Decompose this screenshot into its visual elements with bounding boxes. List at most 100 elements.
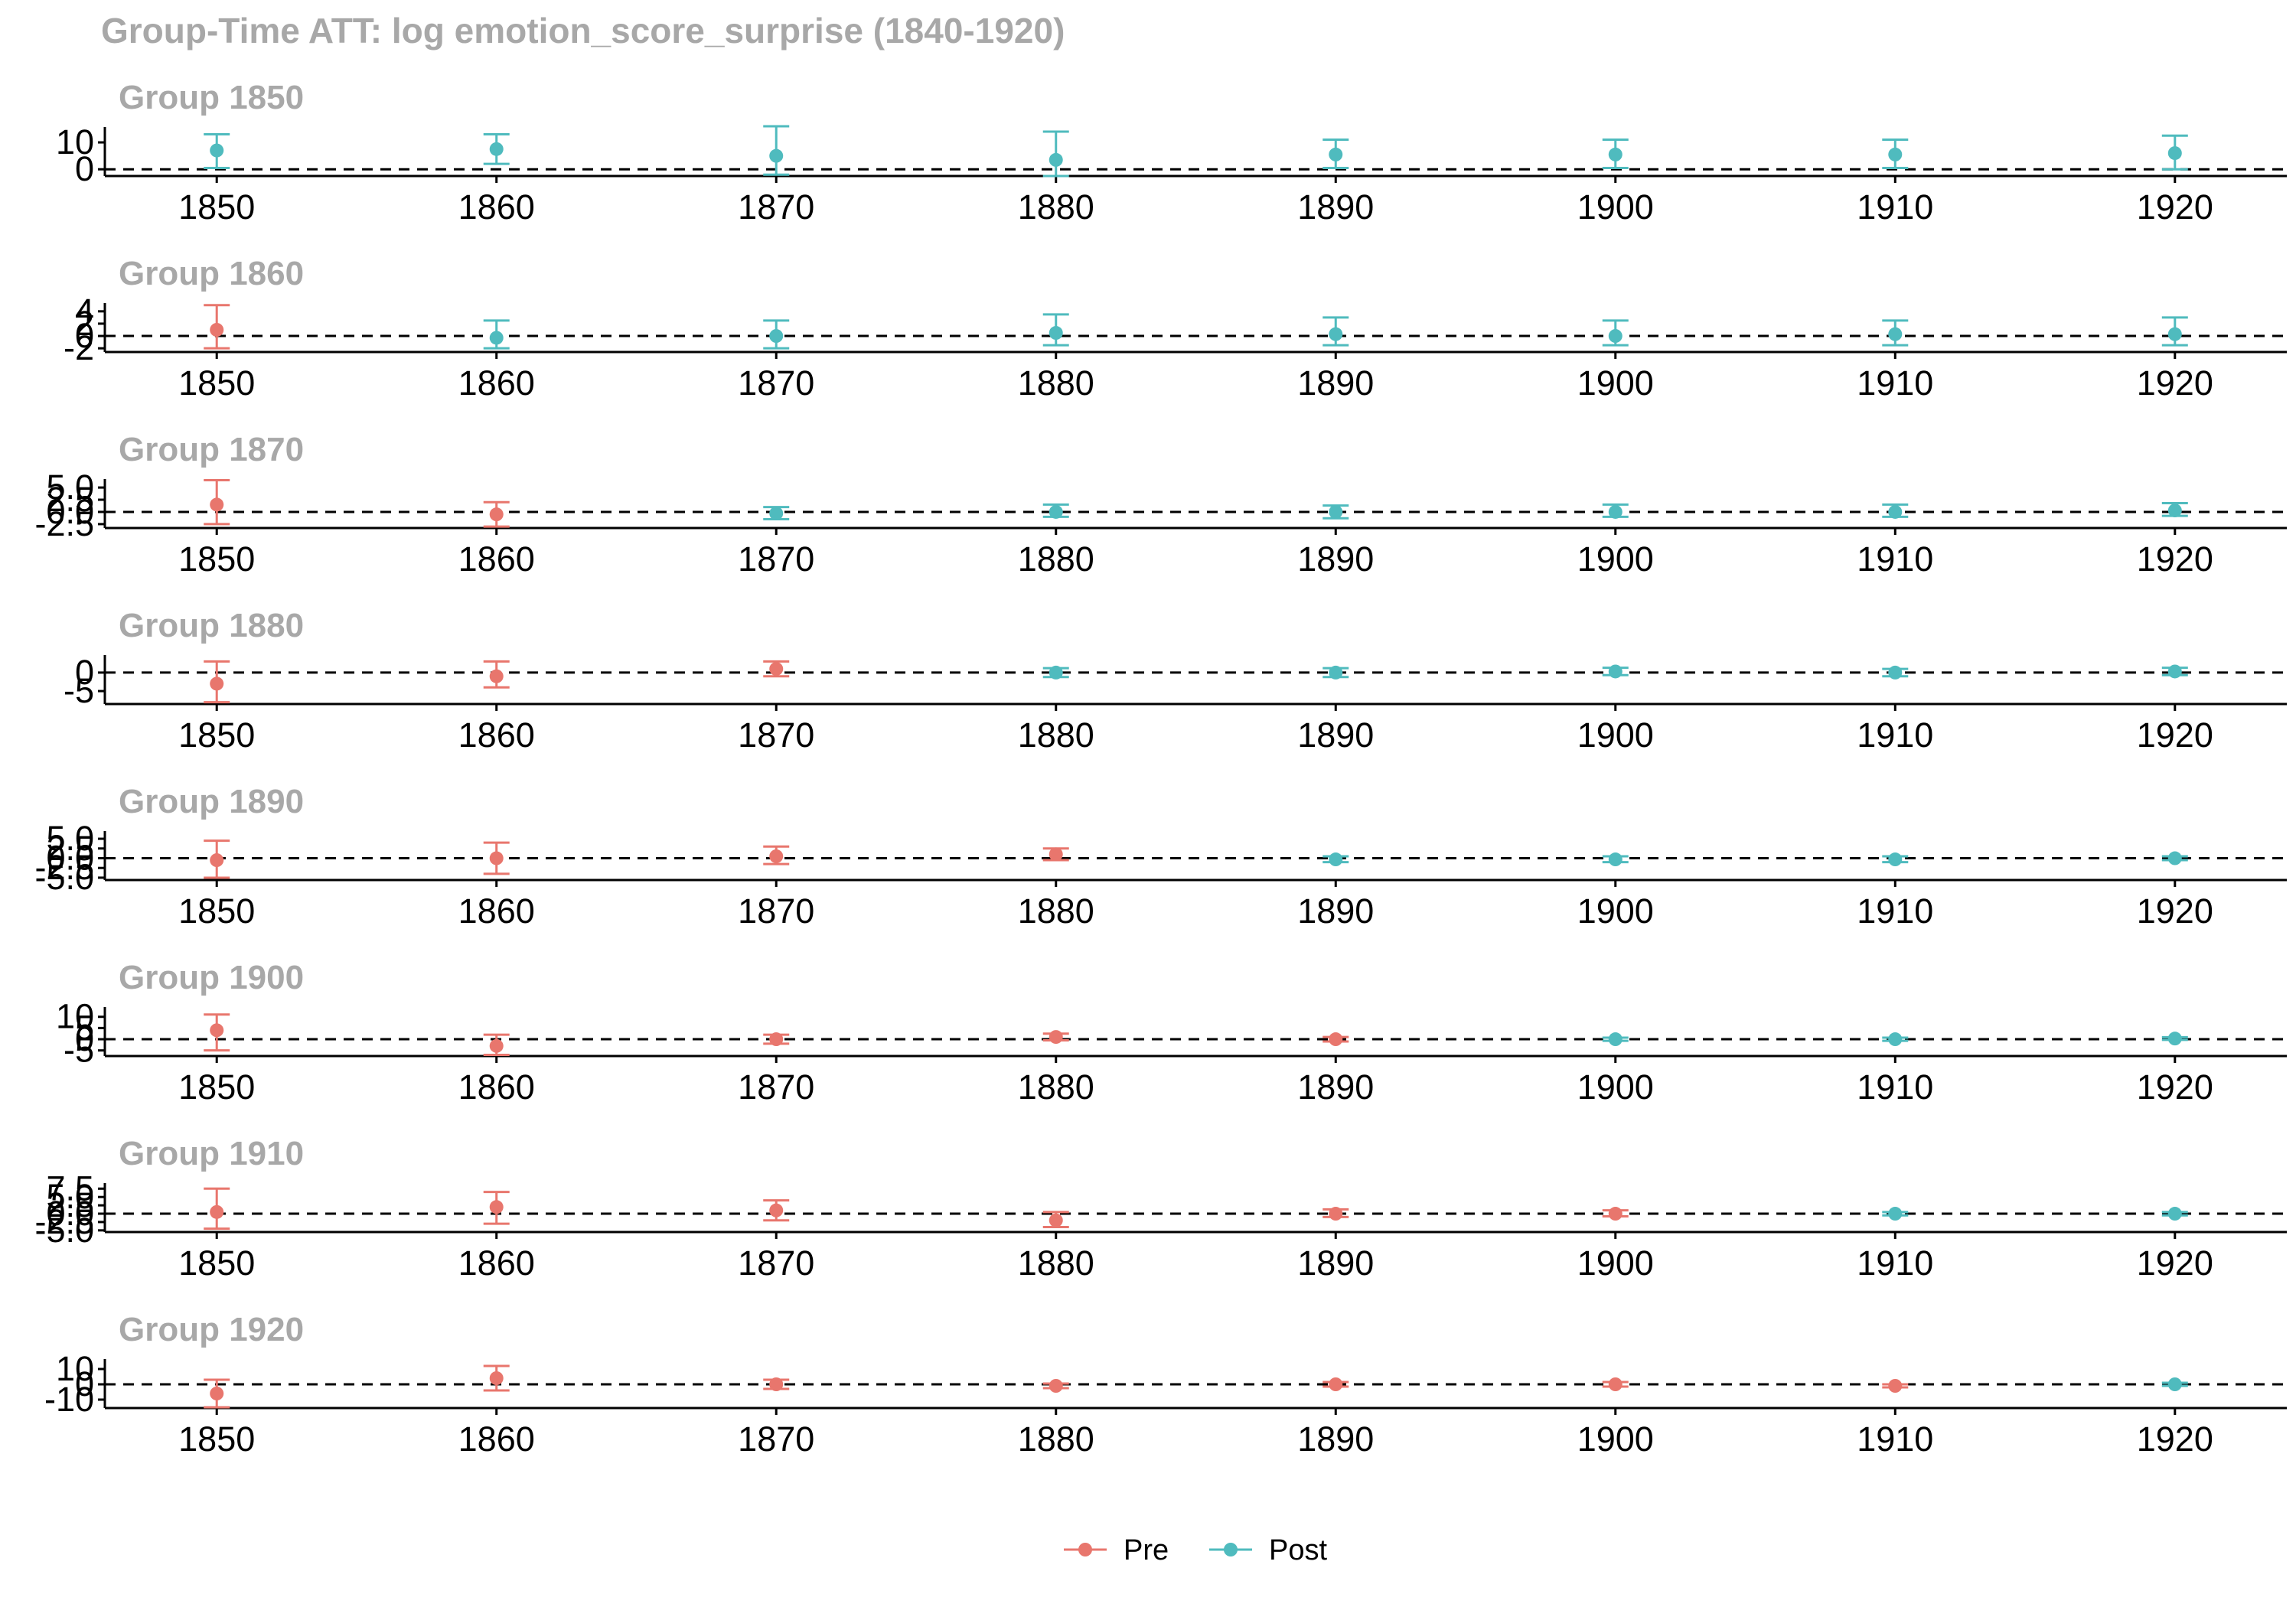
estimate-1900 [1602,503,1629,519]
att-point [1608,329,1623,344]
panel-title: Group 1890 [119,783,304,820]
panel-title: Group 1920 [119,1311,304,1348]
estimate-1850 [204,304,230,350]
att-point [1888,1379,1903,1393]
estimate-1850 [204,133,230,169]
att-point [1329,327,1343,341]
x-tick-label: 1890 [1297,363,1374,403]
estimate-1900 [1602,1377,1629,1391]
estimate-1890 [1322,852,1349,867]
x-tick-label: 1880 [1018,892,1094,931]
att-point [1888,327,1903,341]
estimate-1860 [483,1364,510,1392]
estimate-1860 [483,1033,510,1057]
x-tick-label: 1920 [2137,539,2213,579]
x-tick-label: 1850 [178,363,255,403]
legend-label: Post [1269,1534,1327,1566]
estimate-1860 [483,1191,510,1225]
y-tick-label: 0 [75,653,94,692]
estimate-1890 [1322,504,1349,520]
estimate-1880 [1042,1030,1069,1045]
panel-title: Group 1860 [119,255,304,292]
estimate-1890 [1322,1032,1349,1047]
x-tick-label: 1910 [1857,1068,1933,1107]
estimate-1910 [1882,503,1909,519]
att-point [1049,152,1063,167]
y-tick-label: -5 [64,671,94,710]
y-tick-label: 5.0 [46,468,94,507]
att-point [489,1371,504,1385]
estimate-1850 [204,1378,230,1409]
att-point [2167,1032,2182,1046]
x-tick-label: 1880 [1018,1244,1094,1283]
estimate-1880 [1042,313,1069,347]
att-point [769,148,784,163]
estimate-1870 [763,660,790,678]
att-point [210,323,224,337]
att-point [1608,1207,1623,1221]
att-point [1049,1379,1063,1393]
x-tick-label: 1860 [458,1420,535,1459]
x-tick-label: 1860 [458,1068,535,1107]
x-tick-label: 1900 [1577,1244,1654,1283]
x-tick-label: 1850 [178,1068,255,1107]
att-point [769,329,784,344]
y-tick-label: 0 [75,1019,94,1058]
estimate-1850 [204,479,230,526]
att-point [1608,504,1623,519]
estimate-1920 [2161,501,2188,518]
legend-key-point [1224,1543,1238,1556]
x-tick-label: 1900 [1577,1068,1654,1107]
x-tick-label: 1890 [1297,1068,1374,1107]
panel-4: Group 1880 -50 1850 1860 1870 1880 1890 1900 191… [64,607,2287,755]
estimate-1920 [2161,851,2188,865]
att-point [489,1200,504,1214]
estimate-1920 [2161,664,2188,679]
x-tick-label: 1850 [178,892,255,931]
y-tick-label: -5 [64,1031,94,1070]
x-tick-label: 1860 [458,715,535,755]
y-tick-label: 0.0 [46,492,94,531]
y-tick-label: 10 [56,122,94,161]
x-tick-label: 1900 [1577,715,1654,755]
att-point [2167,504,2182,518]
x-tick-label: 1900 [1577,539,1654,579]
estimate-1890 [1322,316,1349,347]
estimate-1910 [1882,1379,1909,1393]
panel-title: Group 1910 [119,1135,304,1172]
x-tick-label: 1850 [178,1420,255,1459]
att-point [1049,326,1063,341]
estimate-1860 [483,500,510,528]
panel-7: Group 1910 -5.0-2.50.02.55.07.5 1850 1860 18… [34,1135,2287,1283]
x-tick-label: 1910 [1857,715,1933,755]
att-point [1049,1213,1063,1227]
y-tick-label: 0 [75,1364,94,1403]
x-tick-label: 1910 [1857,892,1933,931]
att-point [1888,1032,1903,1047]
panel-title: Group 1900 [119,959,304,996]
att-point [1049,847,1063,862]
y-tick-label: 2 [75,304,94,343]
x-tick-label: 1870 [738,539,814,579]
estimate-1910 [1882,1032,1909,1047]
att-point [489,851,504,865]
y-tick-label: 0 [75,316,94,355]
estimate-1860 [483,133,510,165]
att-point [1329,147,1343,161]
x-tick-label: 1900 [1577,187,1654,227]
x-tick-label: 1920 [2137,1068,2213,1107]
x-tick-label: 1920 [2137,187,2213,227]
att-point [489,1038,504,1053]
estimate-1910 [1882,319,1909,347]
x-tick-label: 1880 [1018,363,1094,403]
x-tick-label: 1850 [178,1244,255,1283]
x-tick-label: 1880 [1018,715,1094,755]
x-tick-label: 1910 [1857,187,1933,227]
att-point [769,506,784,520]
estimate-1850 [204,660,230,704]
att-point [210,497,224,512]
att-point [2167,1207,2182,1221]
att-point [489,142,504,156]
att-point [1049,1030,1063,1045]
estimate-1870 [763,845,790,865]
